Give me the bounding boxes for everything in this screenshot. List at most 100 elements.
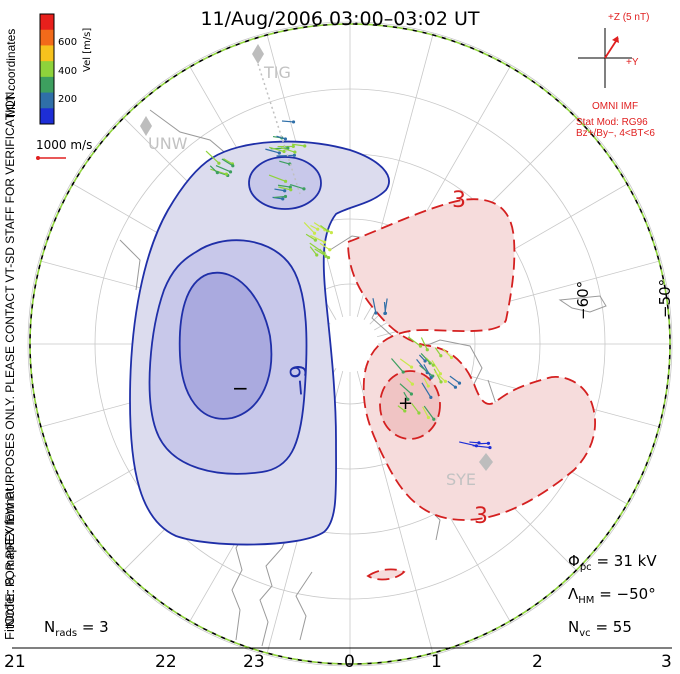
colorbar-tick-200: 200: [58, 94, 78, 105]
velocity-vector: [290, 183, 305, 190]
mlt-tick-0: 0: [344, 652, 355, 672]
velocity-vector-origin: [283, 194, 288, 199]
velocity-vector-origin: [426, 384, 430, 388]
velocity-vector-origin: [488, 445, 492, 450]
hm-boundary: [29, 23, 671, 665]
contour-label-positive-top: 3: [452, 188, 466, 213]
mlt-tick-22: 22: [155, 652, 177, 672]
velocity-vectors: [205, 120, 492, 450]
velocity-vector: [420, 353, 431, 364]
velocity-vector-origin: [286, 146, 290, 150]
stat-lambda-symbol: Λ: [568, 585, 579, 603]
velocity-vector: [269, 146, 285, 153]
velocity-vector-origin: [443, 379, 448, 383]
potential-min-marker: −: [232, 376, 249, 400]
stat-n-vc: Nvc = 55: [568, 618, 632, 639]
stat-phi-sub: pc: [579, 562, 592, 573]
contour-label-positive-bottom: 3: [474, 504, 488, 529]
colorbar-segment: [40, 61, 54, 78]
velocity-vector: [399, 383, 412, 395]
positive-cell-small: [366, 568, 406, 581]
stat-nrads-symbol: N: [44, 618, 56, 636]
velocity-vector: [309, 242, 325, 254]
stat-phi-symbol: Φ: [568, 552, 580, 570]
velocity-vector-origin: [453, 385, 458, 389]
mlt-coordinates-label: MLT coordinates: [4, 28, 18, 117]
stat-lambda-value: = −50°: [599, 585, 656, 603]
negative-cell-inner: [178, 271, 273, 420]
velocity-vector: [305, 233, 316, 241]
velocity-vector: [419, 364, 434, 377]
velocity-vector: [279, 160, 290, 165]
stat-phi-value: = 31 kV: [596, 552, 657, 570]
stat-nvc-symbol: N: [568, 618, 580, 636]
positive-cell: [347, 198, 596, 581]
imf-condition: Bz+/By−, 4<BT<6: [576, 128, 655, 139]
velocity-vector: [274, 188, 285, 192]
velocity-vector-origin: [409, 365, 414, 369]
reference-vector-label: 1000 m/s: [36, 138, 93, 152]
velocity-vector: [434, 347, 442, 357]
velocity-vector-origin: [322, 251, 326, 255]
colorbar-segment: [40, 108, 54, 125]
station-label-sye: SYE: [446, 470, 477, 489]
velocity-vector-origin: [282, 149, 286, 154]
velocity-vector: [277, 184, 291, 188]
colorbar-tick-600: 600: [58, 37, 78, 48]
stat-phi-pc: Φpc = 31 kV: [568, 552, 657, 573]
mlt-tick-2: 2: [532, 652, 543, 672]
velocity-vector-origin: [383, 311, 388, 315]
colorbar: [39, 13, 55, 125]
velocity-vector-origin: [322, 240, 327, 244]
velocity-vector: [434, 371, 446, 382]
stat-nvc-sub: vc: [579, 628, 591, 639]
velocity-vector: [221, 158, 234, 167]
positive-cell-outer: [347, 198, 596, 521]
velocity-vector-origin: [418, 344, 423, 348]
mlt-tick-21: 21: [4, 652, 26, 672]
velocity-vector-origin: [283, 179, 288, 183]
colorbar-segment: [40, 76, 54, 94]
velocity-vector-origin: [217, 161, 221, 165]
velocity-vector-origin: [429, 376, 433, 380]
velocity-vector-origin: [288, 185, 292, 189]
velocity-vector: [265, 148, 280, 154]
velocity-vector-origin: [291, 144, 295, 149]
velocity-vector: [459, 441, 477, 447]
velocity-vector: [423, 364, 432, 379]
imf-model: Stat Mod: RG96: [576, 117, 648, 128]
velocity-vector-origin: [215, 171, 219, 175]
velocity-vector: [319, 242, 331, 251]
velocity-vector: [411, 403, 420, 414]
velocity-vector-origin: [326, 255, 331, 260]
station-marker-tig: [252, 44, 264, 64]
velocity-vector-origin: [438, 372, 443, 376]
velocity-vector-origin: [324, 254, 328, 258]
velocity-vector-origin: [426, 415, 431, 420]
potential-max-marker: +: [398, 393, 414, 414]
stat-nrads-value: = 3: [81, 618, 109, 636]
mlt-tick-1: 1: [431, 652, 442, 672]
velocity-vector-origin: [403, 409, 407, 413]
mlt-tick-23: 23: [243, 652, 265, 672]
velocity-vector-origin: [283, 137, 287, 141]
velocity-vector-origin: [439, 354, 443, 358]
velocity-vector: [281, 120, 294, 123]
velocity-vector-origin: [486, 441, 491, 445]
colorbar-segment: [40, 45, 54, 62]
contour-label-negative: −9: [286, 363, 315, 398]
velocity-vector: [421, 382, 432, 398]
velocity-vector-origin: [293, 150, 297, 154]
velocity-vector: [291, 143, 305, 147]
velocity-vector-origin: [423, 359, 427, 363]
velocity-vector-origin: [410, 382, 415, 386]
velocity-vector-origin: [401, 370, 405, 374]
colorbar-segment: [40, 14, 54, 31]
velocity-vector: [423, 405, 435, 420]
velocity-vector: [278, 186, 291, 191]
station-marker-unw: [140, 116, 152, 136]
velocity-vector: [449, 375, 460, 384]
velocity-vector: [273, 195, 286, 199]
velocity-vector-origin: [474, 444, 479, 448]
